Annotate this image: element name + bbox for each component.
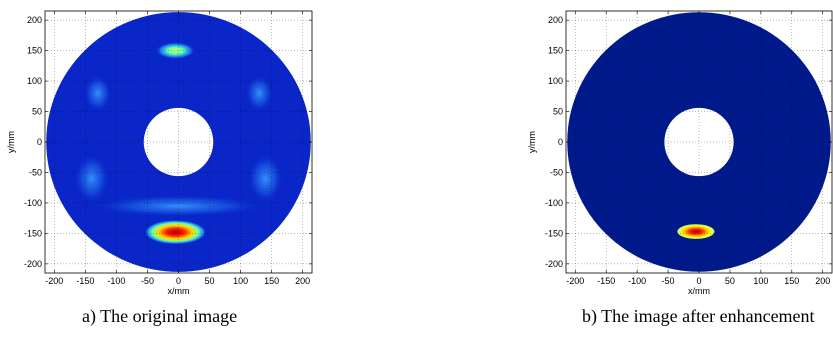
grid-1 — [566, 11, 832, 273]
y-axis-label-1: y/mm — [527, 131, 537, 153]
y-tick-label-1-2: -100 — [545, 198, 563, 208]
y-tick-label-0-0: -200 — [24, 259, 42, 269]
y-tick-label-1-0: -200 — [545, 259, 563, 269]
y-tick-label-0-6: 100 — [27, 76, 42, 86]
caption-a: a) The original image — [82, 306, 238, 326]
y-tick-label-1-8: 200 — [548, 15, 563, 25]
x-tick-label-0-2: -100 — [107, 276, 125, 286]
annulus-1 — [567, 12, 831, 272]
plot-1: -200 -150 -100 -50 0 50 100 150 200 -200 -150 -100 -… — [527, 10, 833, 296]
x-tick-label-0-1: -150 — [76, 276, 94, 286]
x-tick-label-1-8: 200 — [815, 276, 830, 286]
y-tick-label-1-6: 100 — [548, 76, 563, 86]
x-tick-label-0-8: 200 — [295, 276, 310, 286]
y-tick-label-0-4: 0 — [37, 137, 42, 147]
y-tick-label-0-3: -50 — [29, 167, 42, 177]
x-tick-label-1-1: -150 — [597, 276, 615, 286]
x-tick-label-1-3: -50 — [662, 276, 675, 286]
x-tick-label-0-0: -200 — [45, 276, 63, 286]
hotspot-0-1 — [155, 42, 196, 60]
hotspot-0-3 — [248, 154, 283, 203]
x-tick-label-1-0: -200 — [566, 276, 584, 286]
x-tick-label-0-7: 150 — [264, 276, 279, 286]
x-tick-label-1-4: 0 — [696, 276, 701, 286]
hotspot-0-5 — [245, 74, 273, 112]
x-tick-label-1-6: 100 — [753, 276, 768, 286]
x-tick-label-0-5: 50 — [205, 276, 215, 286]
hotspot-0-0 — [144, 219, 207, 245]
y-tick-label-1-1: -150 — [545, 228, 563, 238]
hotspot-0-2 — [74, 154, 109, 203]
caption-b: b) The image after enhancement — [582, 306, 815, 326]
x-axis-label-0: x/mm — [168, 286, 190, 296]
x-tick-label-1-7: 150 — [784, 276, 799, 286]
y-tick-label-0-2: -100 — [24, 198, 42, 208]
hotspot-0-6 — [91, 195, 266, 217]
y-tick-label-0-8: 200 — [27, 15, 42, 25]
y-tick-label-1-3: -50 — [550, 167, 563, 177]
y-tick-label-0-1: -150 — [24, 228, 42, 238]
y-tick-label-0-5: 50 — [32, 107, 42, 117]
x-tick-label-1-5: 50 — [725, 276, 735, 286]
hotspot-0-4 — [84, 74, 112, 112]
hotspot-1-0 — [677, 224, 715, 239]
x-tick-label-1-2: -100 — [628, 276, 646, 286]
y-tick-label-0-7: 150 — [27, 46, 42, 56]
x-tick-label-0-4: 0 — [176, 276, 181, 286]
y-tick-label-1-7: 150 — [548, 46, 563, 56]
y-tick-label-1-5: 50 — [553, 107, 563, 117]
grid-0 — [45, 11, 312, 273]
plot-0: -200 -150 -100 -50 0 50 100 150 200 -200 -150 -100 -… — [6, 10, 313, 296]
x-tick-label-0-3: -50 — [141, 276, 154, 286]
y-tick-label-1-4: 0 — [558, 137, 563, 147]
y-axis-label-0: y/mm — [6, 131, 16, 153]
x-axis-label-1: x/mm — [688, 286, 710, 296]
x-tick-label-0-6: 100 — [233, 276, 248, 286]
